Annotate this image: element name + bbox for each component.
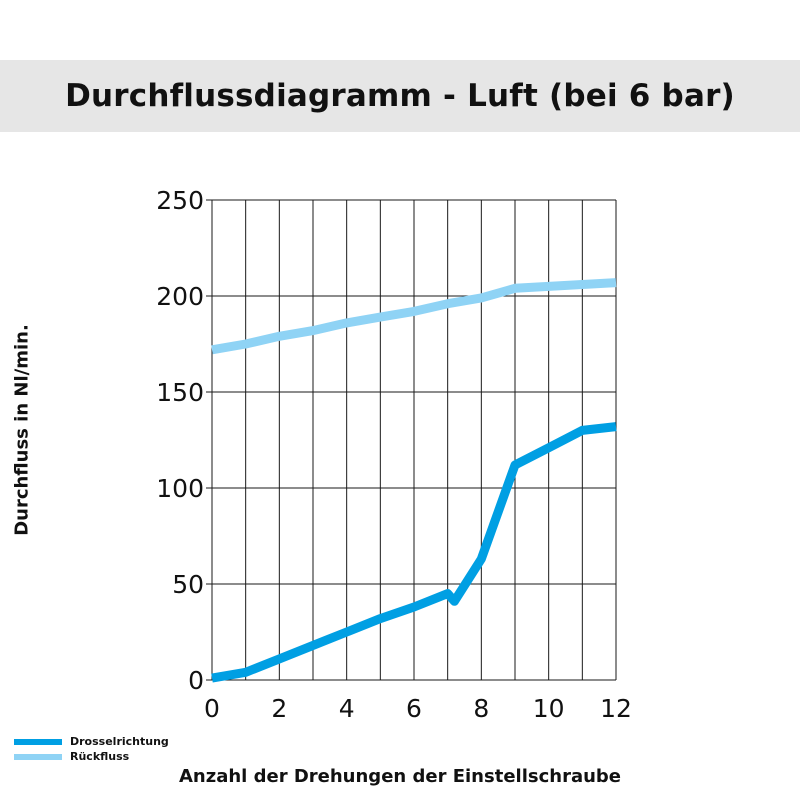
legend-swatch-rueckfluss [14, 753, 62, 760]
x-axis-label: Anzahl der Drehungen der Einstellschraub… [178, 766, 621, 787]
legend-item-drosselrichtung: Drosselrichtung [14, 734, 169, 749]
y-tick-label: 50 [172, 570, 204, 599]
legend: Drosselrichtung Rückfluss [14, 734, 169, 764]
x-tick-label: 8 [473, 694, 489, 723]
x-tick-label: 12 [600, 694, 632, 723]
x-tick-label: 10 [533, 694, 565, 723]
x-tick-label: 2 [271, 694, 287, 723]
x-tick-label: 6 [406, 694, 422, 723]
legend-label-rueckfluss: Rückfluss [70, 750, 130, 763]
y-tick-label: 250 [156, 186, 204, 215]
chart-title: Durchflussdiagramm - Luft (bei 6 bar) [65, 78, 735, 114]
y-tick-label: 100 [156, 474, 204, 503]
x-tick-label: 4 [339, 694, 355, 723]
series-line-drosselrichtung [211, 422, 617, 683]
y-axis-label: Durchfluss in Nl/min. [11, 324, 33, 536]
title-band: Durchflussdiagramm - Luft (bei 6 bar) [0, 60, 800, 132]
x-tick-label: 0 [204, 694, 220, 723]
legend-item-rueckfluss: Rückfluss [14, 749, 169, 764]
series-line-rueckfluss [211, 278, 617, 355]
y-tick-label: 0 [188, 666, 204, 695]
y-tick-label: 200 [156, 282, 204, 311]
legend-label-drosselrichtung: Drosselrichtung [70, 735, 169, 748]
y-tick-label: 150 [156, 378, 204, 407]
legend-swatch-drosselrichtung [14, 738, 62, 745]
